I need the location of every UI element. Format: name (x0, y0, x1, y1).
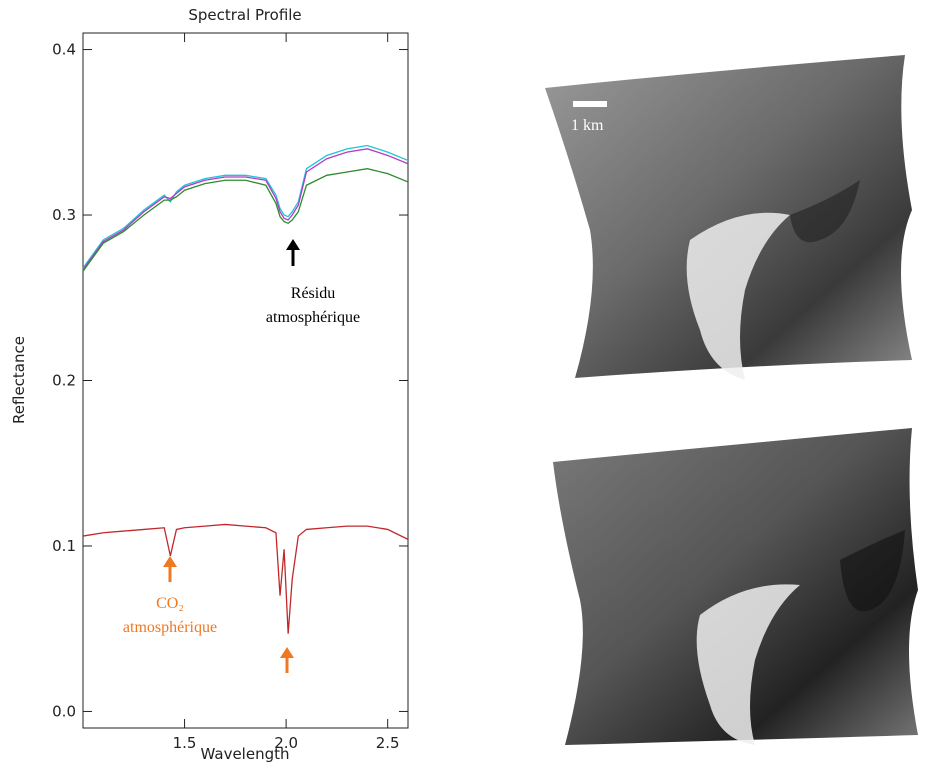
image-top: 1 km (545, 55, 912, 380)
image-bottom (553, 428, 918, 745)
x-tick-label: 2.0 (274, 734, 298, 752)
x-tick-label: 1.5 (173, 734, 197, 752)
y-tick-label: 0.1 (52, 537, 76, 555)
y-tick-label: 0.4 (52, 41, 76, 59)
line (82, 148, 409, 271)
scale-bar-label: 1 km (571, 117, 604, 134)
line (82, 168, 409, 272)
y-axis-label: Reflectance (10, 336, 28, 424)
line (82, 523, 409, 634)
arrow-head (286, 239, 300, 250)
y-tick-label: 0.3 (52, 206, 76, 224)
x-axis-label: Wavelength (201, 745, 290, 763)
x-tick-label: 2.5 (376, 734, 400, 752)
annotation: Résidu (291, 285, 335, 302)
arrow-head (280, 647, 294, 658)
chart-title: Spectral Profile (188, 6, 301, 24)
arrow-head (163, 556, 177, 567)
annotation: CO₂ (156, 595, 184, 612)
plot-area: 0.0 0.1 0.2 0.3 0.4 1.5 2.0 2.5 (52, 33, 409, 752)
annotation: atmosphérique (266, 309, 360, 326)
y-tick-label: 0.0 (52, 702, 76, 720)
annotation: atmosphérique (123, 619, 217, 636)
arrows (163, 239, 300, 673)
line (82, 144, 409, 269)
y-tick-label: 0.2 (52, 372, 76, 390)
